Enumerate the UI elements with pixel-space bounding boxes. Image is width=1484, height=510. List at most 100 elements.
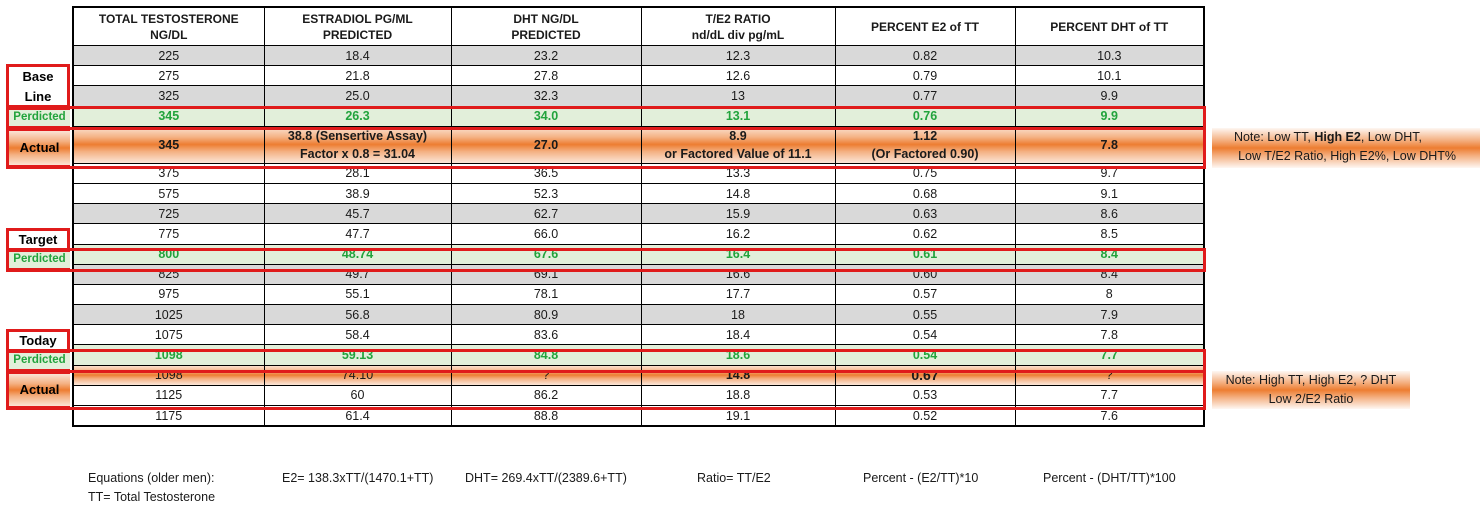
table-cell: 1025 — [72, 304, 265, 326]
note-low-tt-text-a: Note: Low TT, — [1233, 130, 1315, 144]
column-header: TOTAL TESTOSTERONE NG/DL — [72, 6, 265, 46]
table-cell: 16.2 — [640, 223, 836, 245]
column-header-line: PERCENT E2 of TT — [870, 19, 979, 34]
table-cell: 8.5 — [1014, 223, 1205, 245]
note-high-tt: Note: High TT, High E2, ? DHT Low 2/E2 R… — [1212, 371, 1410, 409]
table-cell: 10.1 — [1014, 65, 1205, 87]
table-cell: 59.13 — [263, 344, 452, 366]
table-cell: 21.8 — [263, 65, 452, 87]
table-row: 725 45.7 62.7 15.9 0.63 8.6 — [72, 203, 1205, 225]
table-row: 345 38.8 (Sensertive Assay) Factor x 0.8 =… — [72, 125, 1205, 164]
base-line-label-line2: Line — [24, 89, 52, 104]
table-cell: 47.7 — [263, 223, 452, 245]
table-cell: 7.7 — [1014, 384, 1205, 407]
table-cell: 0.53 — [834, 384, 1016, 407]
table-row: 1025 56.8 80.9 18 0.55 7.9 — [72, 304, 1205, 326]
column-header-line: PREDICTED — [511, 27, 581, 42]
table-row: 275 21.8 27.8 12.6 0.79 10.1 — [72, 65, 1205, 87]
table-cell: 1.12 (Or Factored 0.90) — [834, 125, 1016, 164]
table-cell: 0.63 — [834, 203, 1016, 225]
table-cell-line: ? — [542, 368, 550, 383]
column-header: ESTRADIOL PG/ML PREDICTED — [263, 6, 452, 46]
actual-label-1: Actual — [6, 128, 70, 168]
base-line-label: Base Line — [6, 64, 70, 108]
table-row: 775 47.7 66.0 16.2 0.62 8.5 — [72, 223, 1205, 245]
table-cell: 9.7 — [1014, 162, 1205, 184]
table-cell-line: Factor x 0.8 = 31.04 — [299, 146, 415, 161]
table-cell: 18.6 — [640, 344, 836, 366]
table-cell: 9.9 — [1014, 85, 1205, 107]
table-header-row: TOTAL TESTOSTERONE NG/DL ESTRADIOL PG/ML PR… — [72, 6, 1205, 46]
table-cell: 10.3 — [1014, 44, 1205, 67]
table-cell-line: (Or Factored 0.90) — [871, 146, 979, 161]
note-low-tt-line1: Note: Low TT, High E2, Low DHT, — [1212, 128, 1480, 147]
table-cell: 13.1 — [640, 105, 836, 127]
table-cell: 9.1 — [1014, 182, 1205, 205]
table-cell: ? — [450, 364, 642, 386]
table-cell: 8 — [1014, 283, 1205, 306]
table-row: 1098 74.10? 14.8 0.67? — [72, 364, 1205, 386]
table-cell: 0.76 — [834, 105, 1016, 127]
equations-label: Equations (older men): — [88, 471, 215, 485]
column-header: T/E2 RATIO nd/dL div pg/mL — [640, 6, 836, 46]
table-cell: 12.3 — [640, 44, 836, 67]
table-cell: 83.6 — [450, 324, 642, 346]
table-cell: 28.1 — [263, 162, 452, 184]
table-cell: 62.7 — [450, 203, 642, 225]
table-cell-line: 8.9 — [729, 128, 747, 143]
table-cell: 19.1 — [640, 405, 836, 427]
table-row: 1098 59.13 84.8 18.6 0.54 7.7 — [72, 344, 1205, 366]
percent-dht-equation: Percent - (DHT/TT)*100 — [1043, 471, 1176, 485]
table-cell: 1098 — [72, 364, 265, 386]
table-cell-line: 27.0 — [533, 137, 559, 152]
table-cell: 7.9 — [1014, 304, 1205, 326]
table-cell: 0.52 — [834, 405, 1016, 427]
table-cell: 17.7 — [640, 283, 836, 306]
column-header-line: nd/dL div pg/mL — [691, 27, 785, 42]
table-cell: 345 — [72, 125, 265, 164]
table-cell-line: 345 — [158, 137, 180, 152]
table-row: 325 25.0 32.3 13 0.77 9.9 — [72, 85, 1205, 107]
table-body: 225 18.4 23.2 12.3 0.82 10.3 275 21.8 27.8 12.6 0.… — [72, 44, 1205, 427]
table-cell: 78.1 — [450, 283, 642, 306]
table-cell: 8.9 or Factored Value of 11.1 — [640, 125, 836, 164]
table-cell: 58.4 — [263, 324, 452, 346]
table-cell: 0.82 — [834, 44, 1016, 67]
table-cell: 8.4 — [1014, 263, 1205, 285]
table-cell: 0.68 — [834, 182, 1016, 205]
e2-equation: E2= 138.3xTT/(1470.1+TT) — [282, 471, 434, 485]
table-cell: 34.0 — [450, 105, 642, 127]
table-cell: 26.3 — [263, 105, 452, 127]
table-cell: 74.10 — [263, 364, 452, 386]
table-cell: 18.8 — [640, 384, 836, 407]
table-cell: 14.8 — [640, 182, 836, 205]
dht-equation: DHT= 269.4xTT/(2389.6+TT) — [465, 471, 627, 485]
perdicted-label-2: Perdicted — [6, 249, 70, 271]
note-high-tt-line2: Low 2/E2 Ratio — [1268, 392, 1354, 406]
table-cell-line: 1098 — [154, 368, 183, 383]
column-header-line: T/E2 RATIO — [705, 11, 771, 26]
table-cell: 7.7 — [1014, 344, 1205, 366]
table-row: 575 38.9 52.3 14.8 0.68 9.1 — [72, 182, 1205, 205]
table-cell-line: 1.12 — [912, 128, 938, 143]
note-low-tt-bold: High E2 — [1314, 130, 1361, 144]
table-row: 1075 58.4 83.6 18.4 0.54 7.8 — [72, 324, 1205, 346]
table-cell: 18.4 — [263, 44, 452, 67]
table-cell: 7.8 — [1014, 125, 1205, 164]
table-cell: 7.8 — [1014, 324, 1205, 346]
table-cell: 8.6 — [1014, 203, 1205, 225]
table-row: 975 55.1 78.1 17.7 0.57 8 — [72, 283, 1205, 306]
table-cell: 38.8 (Sensertive Assay) Factor x 0.8 = 31… — [263, 125, 452, 164]
table-cell: 67.6 — [450, 243, 642, 265]
table-cell: 60 — [263, 384, 452, 407]
table-cell: 14.8 — [640, 364, 836, 386]
table-cell: 575 — [72, 182, 265, 205]
column-header-line: PREDICTED — [322, 27, 393, 42]
table-row: 800 48.74 67.6 16.4 0.61 8.4 — [72, 243, 1205, 265]
table-cell: 86.2 — [450, 384, 642, 407]
table-cell: 7.6 — [1014, 405, 1205, 427]
table-cell-line: ? — [1105, 368, 1113, 383]
table-cell: 38.9 — [263, 182, 452, 205]
table-cell: 725 — [72, 203, 265, 225]
table-cell: 8.4 — [1014, 243, 1205, 265]
